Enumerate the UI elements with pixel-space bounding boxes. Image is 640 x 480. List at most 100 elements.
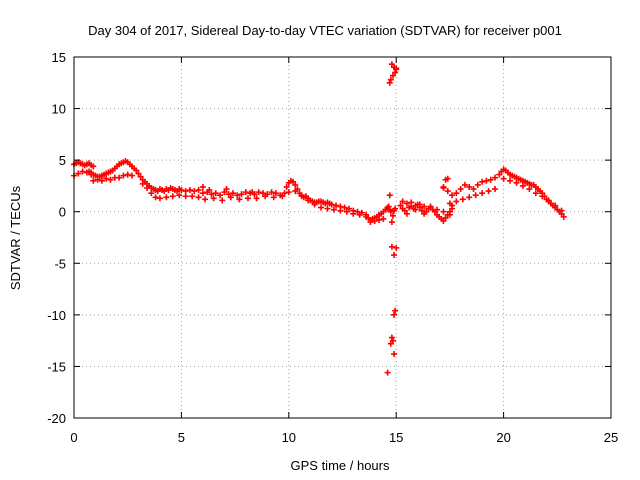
x-axis-label: GPS time / hours [291, 458, 390, 473]
data-point [384, 369, 391, 376]
data-point [444, 188, 451, 195]
y-tick-label: 10 [52, 102, 66, 117]
y-tick-labels: -20 -15 -10 -5 0 5 10 15 [47, 50, 66, 426]
data-point [281, 190, 288, 197]
data-point [449, 202, 456, 209]
data-point [208, 191, 215, 198]
data-point [461, 181, 468, 188]
data-point [392, 69, 399, 76]
x-tick-label: 5 [178, 430, 185, 445]
data-point [532, 190, 539, 197]
data-point [386, 192, 393, 199]
data-point [391, 252, 398, 259]
data-point [137, 173, 144, 180]
data-point [107, 176, 114, 183]
data-point [285, 189, 292, 196]
data-point [182, 193, 189, 200]
data-point [354, 208, 361, 215]
data-point [328, 201, 335, 208]
y-tick-label: 0 [59, 205, 66, 220]
data-point [262, 193, 269, 200]
data-point [219, 197, 226, 204]
data-point [90, 177, 97, 184]
data-point [552, 202, 559, 209]
data-point [387, 340, 394, 347]
data-point [446, 211, 453, 218]
data-point [388, 334, 395, 341]
data-point [283, 183, 290, 190]
data-point [148, 190, 155, 197]
data-point [393, 244, 400, 251]
data-point [255, 189, 262, 196]
data-point [380, 215, 387, 222]
data-point [139, 180, 146, 187]
data-point [387, 208, 394, 215]
data-point [479, 178, 486, 185]
data-point [298, 192, 305, 199]
data-point [487, 176, 494, 183]
data-point [270, 194, 277, 201]
data-point [169, 193, 176, 200]
data-point [388, 243, 395, 250]
data-point [268, 189, 275, 196]
data-point [90, 163, 97, 170]
grid-lines [74, 57, 611, 418]
data-point [367, 219, 374, 226]
data-point [392, 205, 399, 212]
data-point [341, 204, 348, 211]
data-point [466, 183, 473, 190]
data-point [442, 214, 449, 221]
data-point [539, 193, 546, 200]
y-tick-label: 15 [52, 50, 66, 65]
data-point [324, 205, 331, 212]
data-point [483, 177, 490, 184]
data-point [330, 206, 337, 213]
data-point [449, 192, 456, 199]
data-point [249, 189, 256, 196]
data-point [311, 201, 318, 208]
data-point [94, 176, 101, 183]
data-point [191, 188, 198, 195]
data-point [408, 199, 415, 206]
data-point [234, 192, 241, 199]
data-point [466, 194, 473, 201]
y-tick-label: -5 [54, 256, 66, 271]
data-point [345, 205, 352, 212]
data-point [202, 196, 209, 203]
x-tick-label: 0 [70, 430, 77, 445]
data-point [485, 188, 492, 195]
x-tick-label: 15 [389, 430, 403, 445]
data-point [492, 174, 499, 181]
data-point [124, 171, 131, 178]
data-point [133, 167, 140, 174]
data-point [260, 190, 267, 197]
data-point [391, 311, 398, 318]
data-point [305, 197, 312, 204]
data-point [135, 170, 142, 177]
data-point [492, 186, 499, 193]
data-point [225, 191, 232, 198]
data-point [217, 192, 224, 199]
data-point [386, 79, 393, 86]
data-point [337, 207, 344, 214]
data-point [356, 211, 363, 218]
data-point [120, 172, 127, 179]
data-point [479, 190, 486, 197]
data-point [391, 351, 398, 358]
data-point [440, 208, 447, 215]
data-point [388, 219, 395, 226]
x-tick-label: 25 [604, 430, 618, 445]
data-point [412, 202, 419, 209]
data-point [444, 175, 451, 182]
data-point [387, 76, 394, 83]
data-point [199, 190, 206, 197]
data-point [418, 207, 425, 214]
y-tick-label: 5 [59, 153, 66, 168]
data-point [212, 190, 219, 197]
data-point [156, 195, 163, 202]
data-point [453, 198, 460, 205]
data-point [423, 208, 430, 215]
data-point [244, 195, 251, 202]
data-points [71, 61, 567, 376]
data-point [292, 188, 299, 195]
